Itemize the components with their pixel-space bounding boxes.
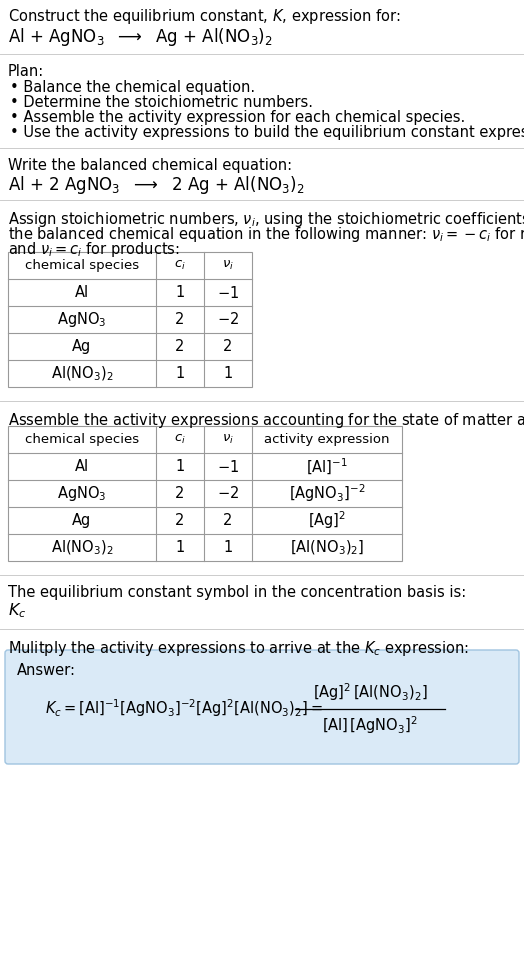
- Text: Al + AgNO$_3$  $\longrightarrow$  Ag + Al(NO$_3$)$_2$: Al + AgNO$_3$ $\longrightarrow$ Ag + Al(…: [8, 26, 273, 48]
- Text: Ag: Ag: [72, 513, 92, 528]
- Text: 2: 2: [223, 513, 233, 528]
- Text: Ag: Ag: [72, 339, 92, 354]
- Text: 1: 1: [176, 366, 184, 381]
- Text: Al: Al: [75, 285, 89, 300]
- Text: $-$1: $-$1: [217, 458, 239, 475]
- Text: Al(NO$_3$)$_2$: Al(NO$_3$)$_2$: [51, 365, 113, 383]
- Text: $K_c$: $K_c$: [8, 601, 26, 620]
- Text: $\nu_i$: $\nu_i$: [222, 259, 234, 272]
- Text: 2: 2: [223, 339, 233, 354]
- Text: activity expression: activity expression: [264, 433, 390, 446]
- Text: the balanced chemical equation in the following manner: $\nu_i = -c_i$ for react: the balanced chemical equation in the fo…: [8, 225, 524, 244]
- Text: $c_i$: $c_i$: [174, 433, 186, 446]
- Text: 2: 2: [176, 486, 184, 501]
- Text: Answer:: Answer:: [17, 663, 76, 678]
- Text: Construct the equilibrium constant, $K$, expression for:: Construct the equilibrium constant, $K$,…: [8, 7, 401, 26]
- Text: Al(NO$_3$)$_2$: Al(NO$_3$)$_2$: [51, 538, 113, 557]
- Text: Assemble the activity expressions accounting for the state of matter and $\nu_i$: Assemble the activity expressions accoun…: [8, 411, 524, 430]
- Text: • Determine the stoichiometric numbers.: • Determine the stoichiometric numbers.: [10, 95, 313, 110]
- Text: Plan:: Plan:: [8, 64, 44, 79]
- Text: [Al]$^{-1}$: [Al]$^{-1}$: [306, 456, 348, 477]
- Text: 2: 2: [176, 513, 184, 528]
- Text: $K_c = [\mathrm{Al}]^{-1} [\mathrm{AgNO_3}]^{-2} [\mathrm{Ag}]^2 [\mathrm{Al(NO_: $K_c = [\mathrm{Al}]^{-1} [\mathrm{AgNO_…: [45, 697, 323, 719]
- Text: AgNO$_3$: AgNO$_3$: [57, 310, 107, 329]
- Text: • Use the activity expressions to build the equilibrium constant expression.: • Use the activity expressions to build …: [10, 125, 524, 140]
- Text: $-$2: $-$2: [217, 485, 239, 501]
- Text: AgNO$_3$: AgNO$_3$: [57, 484, 107, 503]
- Text: 2: 2: [176, 339, 184, 354]
- Text: • Balance the chemical equation.: • Balance the chemical equation.: [10, 80, 255, 95]
- Text: The equilibrium constant symbol in the concentration basis is:: The equilibrium constant symbol in the c…: [8, 585, 466, 600]
- Text: chemical species: chemical species: [25, 433, 139, 446]
- Text: $-$1: $-$1: [217, 284, 239, 300]
- Text: [Ag]$^2$: [Ag]$^2$: [308, 510, 346, 531]
- Text: Write the balanced chemical equation:: Write the balanced chemical equation:: [8, 158, 292, 173]
- Text: Assign stoichiometric numbers, $\nu_i$, using the stoichiometric coefficients, $: Assign stoichiometric numbers, $\nu_i$, …: [8, 210, 524, 229]
- Text: [AgNO$_3$]$^{-2}$: [AgNO$_3$]$^{-2}$: [289, 482, 365, 504]
- Text: chemical species: chemical species: [25, 259, 139, 272]
- Text: [Al(NO$_3$)$_2$]: [Al(NO$_3$)$_2$]: [290, 538, 364, 557]
- Text: 2: 2: [176, 312, 184, 327]
- Text: $-$2: $-$2: [217, 311, 239, 327]
- Text: 1: 1: [176, 285, 184, 300]
- Bar: [8, 252, 252, 387]
- Text: $\nu_i$: $\nu_i$: [222, 433, 234, 446]
- Text: 1: 1: [223, 540, 233, 555]
- Text: Al: Al: [75, 459, 89, 474]
- Text: Mulitply the activity expressions to arrive at the $K_c$ expression:: Mulitply the activity expressions to arr…: [8, 639, 469, 658]
- Text: $[\mathrm{Ag}]^2\,[\mathrm{Al(NO_3)_2}]$: $[\mathrm{Ag}]^2\,[\mathrm{Al(NO_3)_2}]$: [313, 681, 427, 702]
- Text: $[\mathrm{Al}]\,[\mathrm{AgNO_3}]^2$: $[\mathrm{Al}]\,[\mathrm{AgNO_3}]^2$: [322, 714, 418, 736]
- Text: • Assemble the activity expression for each chemical species.: • Assemble the activity expression for e…: [10, 110, 465, 125]
- FancyBboxPatch shape: [5, 650, 519, 764]
- Text: $c_i$: $c_i$: [174, 259, 186, 272]
- Text: and $\nu_i = c_i$ for products:: and $\nu_i = c_i$ for products:: [8, 240, 180, 259]
- Text: 1: 1: [176, 540, 184, 555]
- Bar: [8, 426, 402, 561]
- Text: Al + 2 AgNO$_3$  $\longrightarrow$  2 Ag + Al(NO$_3$)$_2$: Al + 2 AgNO$_3$ $\longrightarrow$ 2 Ag +…: [8, 174, 304, 196]
- Text: 1: 1: [176, 459, 184, 474]
- Text: 1: 1: [223, 366, 233, 381]
